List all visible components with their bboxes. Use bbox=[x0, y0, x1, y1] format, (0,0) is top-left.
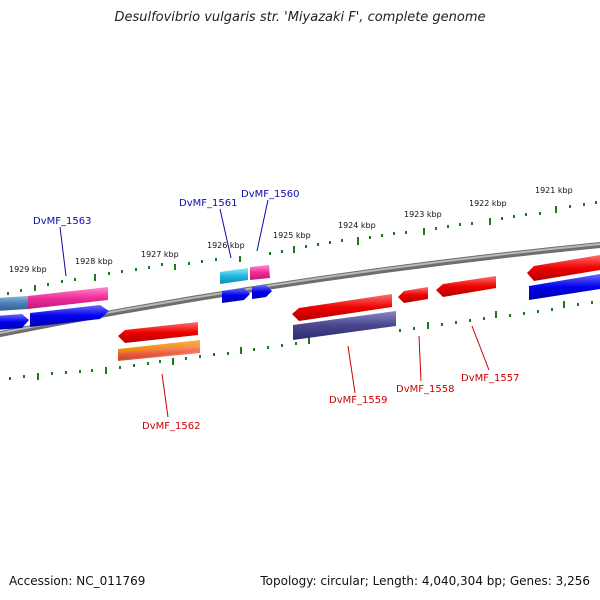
gene-indigo bbox=[293, 311, 396, 340]
gene-label: DvMF_1559 bbox=[329, 395, 387, 406]
tick-labels: 1929 kbp 1928 kbp 1927 kbp 1926 kbp 1925… bbox=[9, 186, 573, 274]
reverse-genes bbox=[118, 276, 496, 361]
gene-blue-4 bbox=[252, 285, 272, 299]
gene-blue-3 bbox=[222, 288, 250, 303]
leader-dvmf-1561 bbox=[219, 208, 232, 259]
gene-labels: DvMF_1563 DvMF_1561 DvMF_1560 DvMF_1562 … bbox=[33, 189, 519, 432]
gene-red-right bbox=[527, 255, 600, 281]
lower-tick-track bbox=[9, 301, 593, 380]
tick-label: 1927 kbp bbox=[141, 250, 179, 259]
tick-label: 1924 kbp bbox=[338, 221, 376, 230]
gene-label: DvMF_1558 bbox=[396, 384, 454, 395]
gene-label: DvMF_1561 bbox=[179, 198, 237, 209]
leader-dvmf-1559 bbox=[347, 345, 356, 394]
accession-label: Accession: NC_011769 bbox=[9, 574, 146, 588]
gene-blue-2 bbox=[30, 305, 109, 327]
leader-lines bbox=[59, 199, 490, 418]
gene-dvmf-1560 bbox=[250, 265, 270, 280]
leader-dvmf-1560 bbox=[256, 199, 269, 252]
gene-dvmf-1557 bbox=[436, 276, 496, 297]
leader-dvmf-1558 bbox=[418, 335, 422, 382]
gene-label: DvMF_1560 bbox=[241, 189, 299, 200]
leader-dvmf-1562 bbox=[161, 373, 169, 418]
gene-dvmf-1563 bbox=[28, 287, 108, 309]
tick-label: 1926 kbp bbox=[207, 241, 245, 250]
gene-label: DvMF_1563 bbox=[33, 216, 91, 227]
gene-dvmf-1562 bbox=[118, 322, 198, 343]
gene-salmon bbox=[118, 345, 200, 361]
gene-dvmf-1558 bbox=[398, 287, 428, 303]
leader-dvmf-1557 bbox=[471, 325, 490, 371]
tick-label: 1929 kbp bbox=[9, 265, 47, 274]
gene-blue-right bbox=[529, 274, 600, 300]
tick-label: 1928 kbp bbox=[75, 257, 113, 266]
map-title: Desulfovibrio vulgaris str. 'Miyazaki F'… bbox=[114, 10, 486, 25]
tick-label: 1921 kbp bbox=[535, 186, 573, 195]
forward-genes bbox=[0, 255, 600, 330]
gene-blue-left bbox=[0, 314, 29, 330]
tick-label: 1923 kbp bbox=[404, 210, 442, 219]
leader-dvmf-1563 bbox=[59, 226, 67, 277]
gene-label: DvMF_1562 bbox=[142, 421, 200, 432]
upper-tick-track bbox=[7, 201, 597, 295]
gene-label: DvMF_1557 bbox=[461, 373, 519, 384]
gene-dvmf-1561 bbox=[220, 268, 248, 284]
tick-label: 1922 kbp bbox=[469, 199, 507, 208]
gene-steel bbox=[0, 296, 28, 311]
genome-stats-label: Topology: circular; Length: 4,040,304 bp… bbox=[260, 574, 590, 588]
tick-label: 1925 kbp bbox=[273, 231, 311, 240]
gene-dvmf-1559 bbox=[292, 294, 392, 321]
